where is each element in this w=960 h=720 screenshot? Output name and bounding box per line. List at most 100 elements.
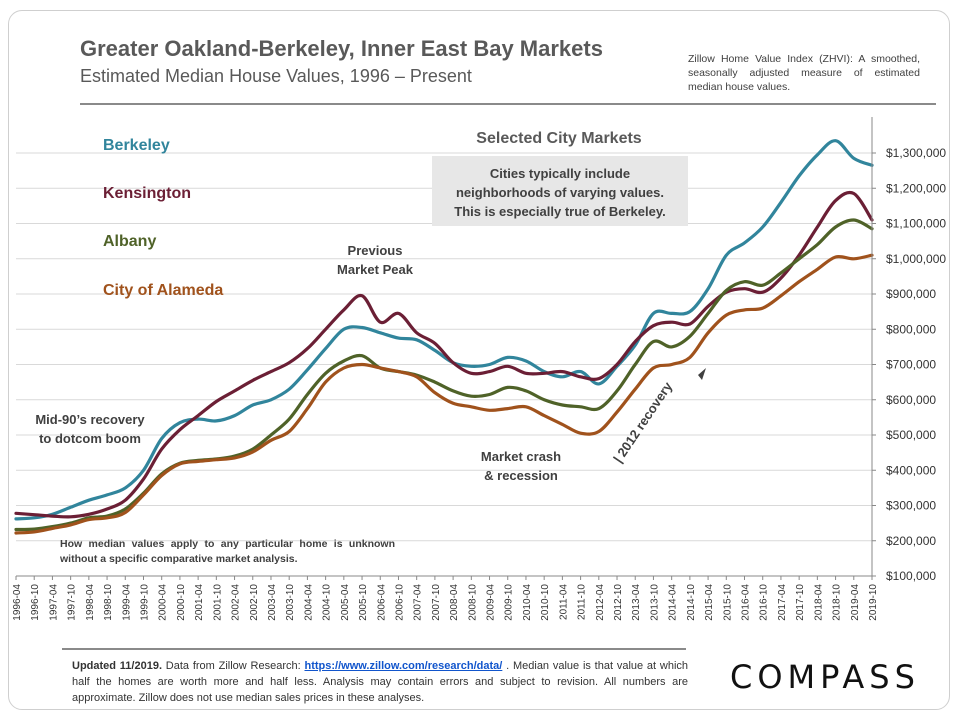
x-tick-label: 2010-04 (522, 584, 533, 621)
x-tick-label: 2009-10 (504, 584, 515, 621)
mid90-line-1: Mid-90’s recovery (35, 412, 145, 427)
y-tick-label: $1,000,000 (886, 252, 946, 266)
x-tick-label: 2019-10 (868, 584, 879, 621)
y-tick-label: $1,200,000 (886, 181, 946, 195)
x-tick-label: 2004-10 (322, 584, 333, 621)
footer-text-a: Data from Zillow Research: (162, 660, 305, 672)
x-tick-label: 2017-04 (777, 584, 788, 621)
x-tick-label: 2000-04 (158, 584, 169, 621)
x-tick-label: 2006-10 (394, 584, 405, 621)
y-tick-label: $900,000 (886, 287, 936, 301)
previous-peak-annotation: Previous Market Peak (320, 241, 430, 279)
series-lines (14, 139, 874, 535)
y-tick-label: $1,300,000 (886, 146, 946, 160)
x-tick-label: 2006-04 (376, 584, 387, 621)
axes (15, 117, 876, 580)
chart-title: Greater Oakland-Berkeley, Inner East Bay… (80, 36, 603, 61)
x-tick-label: 2000-10 (176, 584, 187, 621)
crash-annotation: Market crash & recession (460, 447, 582, 485)
mid90-line-2: to dotcom boom (39, 431, 141, 446)
x-tick-label: 2004-04 (303, 584, 314, 621)
compass-logo: COMPASS (730, 658, 920, 696)
legend-kensington: Kensington (103, 185, 191, 202)
x-tick-label: 2005-10 (358, 584, 369, 621)
recovery-arrow (698, 368, 706, 380)
x-tick-label: 2017-10 (795, 584, 806, 621)
x-tick-labels: 1996-04 1996-10 1997-04 1997-10 1998-04 1998-… (12, 584, 879, 621)
frame (8, 10, 950, 710)
peak-line-2: Market Peak (337, 262, 413, 277)
x-tick-label: 2008-10 (467, 584, 478, 621)
y-tick-label: $600,000 (886, 393, 936, 407)
x-tick-label: 2002-04 (231, 584, 242, 621)
x-tick-label: 2016-10 (759, 584, 770, 621)
legend-albany: Albany (103, 233, 157, 250)
x-tick-label: 2007-04 (413, 584, 424, 621)
y-tick-label: $1,100,000 (886, 217, 946, 231)
x-tick-label: 2001-04 (194, 584, 205, 621)
x-tick-label: 2019-04 (850, 584, 861, 621)
x-tick-label: 1999-04 (121, 584, 132, 621)
x-tick-label: 2014-04 (668, 584, 679, 621)
crash-line-2: & recession (484, 468, 558, 483)
x-tick-label: 2018-10 (832, 584, 843, 621)
header-divider (80, 103, 936, 105)
x-tick-label: 1997-04 (48, 584, 59, 621)
x-tick-label: 1997-10 (67, 584, 78, 621)
x-tick-label: 1998-10 (103, 584, 114, 621)
kensington-line (14, 190, 874, 519)
x-tick-label: 2018-04 (813, 584, 824, 621)
y-tick-label: $100,000 (886, 569, 936, 583)
grid-lines (16, 152, 872, 577)
x-tick-label: 2012-04 (595, 584, 606, 621)
x-tick-label: 2016-04 (741, 584, 752, 621)
box-line-3: This is especially true of Berkeley. (454, 204, 666, 219)
x-tick-label: 2013-04 (631, 584, 642, 621)
y-tick-label: $500,000 (886, 428, 936, 442)
selected-markets-heading: Selected City Markets (476, 130, 642, 147)
zillow-research-link[interactable]: https://www.zillow.com/research/data/ (304, 660, 503, 672)
x-tick-label: 2010-10 (540, 584, 551, 621)
legend-berkeley: Berkeley (103, 137, 170, 154)
crash-line-1: Market crash (480, 449, 562, 464)
x-tick-label: 2002-10 (249, 584, 260, 621)
y-tick-label: $200,000 (886, 534, 936, 548)
y-tick-label: $300,000 (886, 499, 936, 513)
alameda-line (14, 253, 874, 535)
x-tick-label: 1996-04 (12, 584, 23, 621)
footer-divider (62, 648, 686, 650)
x-tick-label: 2005-04 (340, 584, 351, 621)
peak-line-1: Previous (347, 243, 403, 258)
y-tick-labels: $100,000 $200,000 $300,000 $400,000 $500,000… (886, 146, 946, 583)
footer: Updated 11/2019. Data from Zillow Resear… (72, 658, 688, 706)
y-tick-label: $400,000 (886, 463, 936, 477)
legend-alameda: City of Alameda (103, 282, 224, 299)
x-tick-label: 2007-10 (431, 584, 442, 621)
footer-updated: Updated 11/2019. (72, 660, 163, 672)
x-tick-label: 2012-10 (613, 584, 624, 621)
chart-subtitle: Estimated Median House Values, 1996 – Pr… (80, 66, 472, 86)
x-tick-label: 2015-04 (704, 584, 715, 621)
x-tick-label: 1996-10 (30, 584, 41, 621)
y-tick-label: $700,000 (886, 358, 936, 372)
x-tick-label: 1998-04 (85, 584, 96, 621)
x-tick-label: 2014-10 (686, 584, 697, 621)
berkeley-line (14, 139, 874, 521)
x-tick-label: 2015-10 (722, 584, 733, 621)
x-tick-label: 2011-10 (577, 584, 588, 620)
footer-text-b: . Median value is that value at which ha… (72, 660, 689, 704)
box-line-2: neighborhoods of varying values. (455, 185, 665, 200)
cities-note-box: Cities typically include neighborhoods o… (432, 156, 688, 226)
albany-line (14, 218, 874, 532)
comparative-analysis-note: How median values apply to any particula… (60, 538, 395, 565)
x-tick-label: 2011-04 (558, 584, 569, 620)
x-tick-label: 2001-10 (212, 584, 223, 621)
x-tick-label: 2009-04 (486, 584, 497, 621)
x-tick-label: 2003-10 (285, 584, 296, 621)
x-tick-label: 2008-04 (449, 584, 460, 621)
x-tick-label: 1999-10 (139, 584, 150, 621)
mid90s-annotation: Mid-90’s recovery to dotcom boom (20, 410, 160, 448)
box-line-1: Cities typically include (489, 166, 631, 181)
